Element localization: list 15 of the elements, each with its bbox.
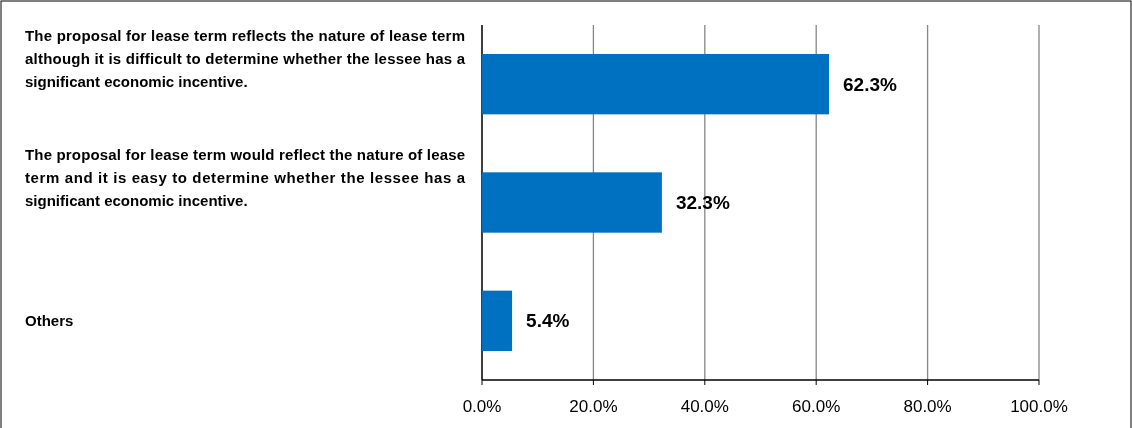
- y-tick-label: The proposal for lease term would reflect the nature of lease term and it is easy to determine whether the lessee has a significant economic incentive.: [25, 145, 466, 209]
- x-tick-label: 0.0%: [462, 397, 502, 416]
- x-tick-label: 40.0%: [680, 397, 729, 416]
- data-label: 5.4%: [526, 310, 570, 332]
- bar: [482, 172, 662, 233]
- bar: [482, 290, 513, 352]
- x-tick-label: 60.0%: [792, 397, 841, 416]
- x-tick-label: 20.0%: [569, 397, 618, 416]
- x-tick-label: 100.0%: [1010, 397, 1068, 416]
- data-label: 62.3%: [843, 73, 897, 95]
- y-tick-label: The proposal for lease term reflects the nature of lease term although it is difficult to determine whether the lessee has a significant economic incentive.: [25, 27, 466, 91]
- x-tick-label: 80.0%: [903, 397, 952, 416]
- y-tick-label: Others: [25, 312, 74, 330]
- bar: [482, 53, 830, 115]
- data-label: 32.3%: [675, 192, 730, 214]
